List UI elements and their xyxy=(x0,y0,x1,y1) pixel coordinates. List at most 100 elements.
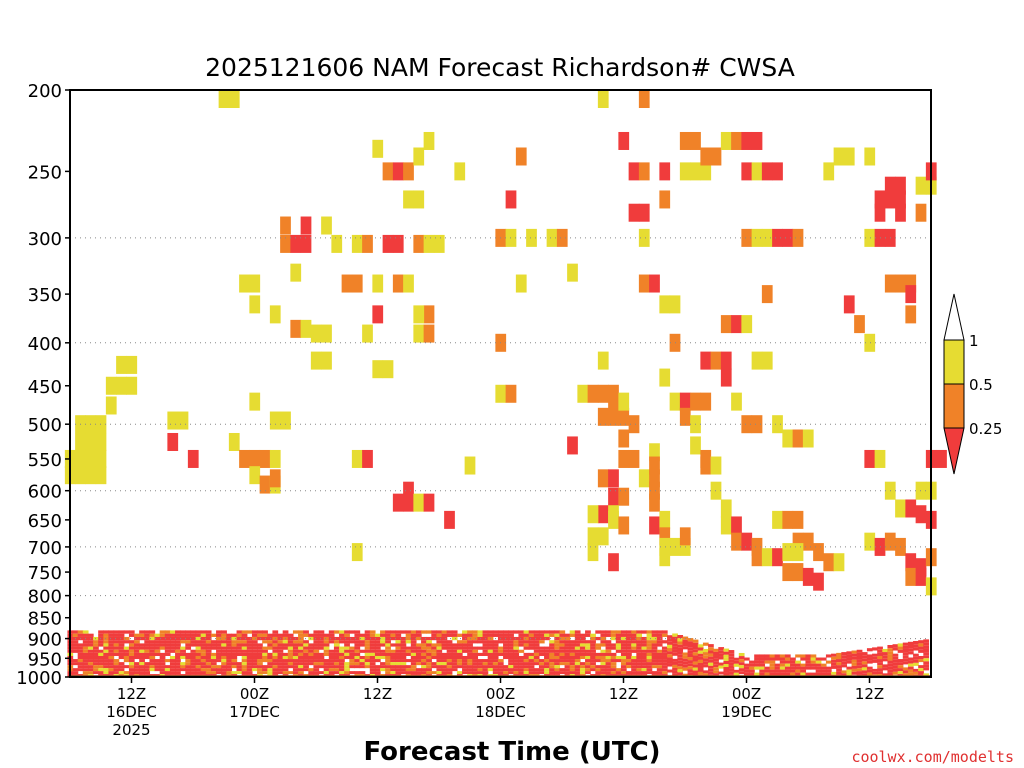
pbl-cell xyxy=(538,665,545,669)
ri-cell xyxy=(874,449,886,468)
pbl-cell xyxy=(103,659,110,663)
pbl-cell xyxy=(221,649,227,653)
pbl-cell xyxy=(595,630,602,634)
pbl-cell xyxy=(646,636,653,641)
pbl-cell xyxy=(559,652,566,656)
ri-cell xyxy=(239,274,250,293)
pbl-cell xyxy=(241,659,248,663)
pbl-cell xyxy=(846,651,853,655)
pbl-cell xyxy=(861,652,868,656)
pbl-cell xyxy=(298,652,304,656)
pbl-cell xyxy=(872,647,878,651)
pbl-cell xyxy=(451,659,458,663)
pbl-cell xyxy=(523,646,530,650)
pbl-cell xyxy=(661,633,668,637)
pbl-cell xyxy=(564,643,571,647)
pbl-cell xyxy=(108,649,115,653)
pbl-cell xyxy=(333,643,340,647)
pbl-cell xyxy=(503,640,509,644)
pbl-cell xyxy=(692,661,699,665)
pbl-cell xyxy=(87,652,94,656)
pbl-cell xyxy=(733,669,740,673)
pbl-cell xyxy=(390,671,397,675)
pbl-cell xyxy=(467,652,473,656)
pbl-cell xyxy=(774,672,781,676)
pbl-cell xyxy=(456,646,463,650)
pbl-cell xyxy=(175,646,181,650)
pbl-cell xyxy=(851,656,858,660)
pbl-cell xyxy=(446,652,453,656)
pbl-cell xyxy=(200,649,207,653)
pbl-cell xyxy=(205,671,212,675)
pbl-cell xyxy=(318,643,325,647)
pbl-cell xyxy=(195,640,202,644)
pbl-cell xyxy=(528,633,535,637)
pbl-cell xyxy=(364,662,371,666)
pbl-cell xyxy=(677,635,684,639)
pbl-cell xyxy=(128,655,135,660)
pbl-cell xyxy=(98,668,104,672)
ri-cell xyxy=(556,228,568,247)
pbl-cell xyxy=(846,654,853,658)
pbl-cell xyxy=(554,649,561,653)
pbl-cell xyxy=(784,660,791,664)
pbl-cell xyxy=(246,630,253,634)
pbl-cell xyxy=(482,671,489,675)
pbl-cell xyxy=(221,662,227,666)
pbl-cell xyxy=(451,649,458,653)
pbl-cell xyxy=(169,636,176,641)
pbl-cell xyxy=(682,646,689,650)
pbl-cell xyxy=(774,666,781,670)
pbl-cell xyxy=(118,652,125,656)
pbl-cell xyxy=(841,664,848,668)
pbl-cell xyxy=(538,668,545,672)
pbl-cell xyxy=(697,644,704,648)
pbl-cell xyxy=(626,649,632,653)
pbl-cell xyxy=(431,649,438,653)
pbl-cell xyxy=(913,659,919,663)
pbl-cell xyxy=(313,640,320,644)
pbl-cell xyxy=(318,640,325,644)
pbl-cell xyxy=(246,652,253,656)
pbl-cell xyxy=(298,643,304,647)
pbl-cell xyxy=(636,665,643,669)
pbl-cell xyxy=(749,666,755,670)
pbl-cell xyxy=(369,646,376,650)
pbl-cell xyxy=(492,630,499,634)
pbl-cell xyxy=(298,655,304,660)
pbl-cell xyxy=(687,672,694,676)
pbl-cell xyxy=(477,652,484,656)
y-tick-label: 850 xyxy=(28,609,62,630)
pbl-cell xyxy=(390,668,397,672)
pbl-cell xyxy=(738,668,745,672)
pbl-cell xyxy=(185,633,192,637)
pbl-cell xyxy=(528,655,535,660)
pbl-cell xyxy=(164,630,171,634)
pbl-cell xyxy=(415,652,422,656)
pbl-cell xyxy=(241,646,248,650)
pbl-cell xyxy=(380,630,386,634)
pbl-cell xyxy=(231,640,238,644)
pbl-cell xyxy=(902,655,909,659)
pbl-cell xyxy=(87,649,94,653)
ri-cell xyxy=(608,510,619,529)
pbl-cell xyxy=(764,672,771,676)
pbl-cell xyxy=(175,633,181,637)
pbl-cell xyxy=(339,652,345,656)
pbl-cell xyxy=(134,652,140,656)
pbl-cell xyxy=(436,655,443,660)
pbl-cell xyxy=(113,636,120,641)
ri-cell xyxy=(864,333,876,352)
pbl-cell xyxy=(708,650,714,654)
legend: 10.50.25 xyxy=(943,293,1002,475)
pbl-cell xyxy=(615,649,622,653)
pbl-cell xyxy=(149,652,156,656)
pbl-cell xyxy=(677,638,684,642)
pbl-cell xyxy=(631,665,637,669)
pbl-cell xyxy=(610,671,617,675)
pbl-cell xyxy=(216,655,222,660)
pbl-cell xyxy=(866,669,873,673)
ri-cell xyxy=(423,131,435,150)
ri-cell xyxy=(95,449,107,468)
pbl-cell xyxy=(205,646,212,650)
